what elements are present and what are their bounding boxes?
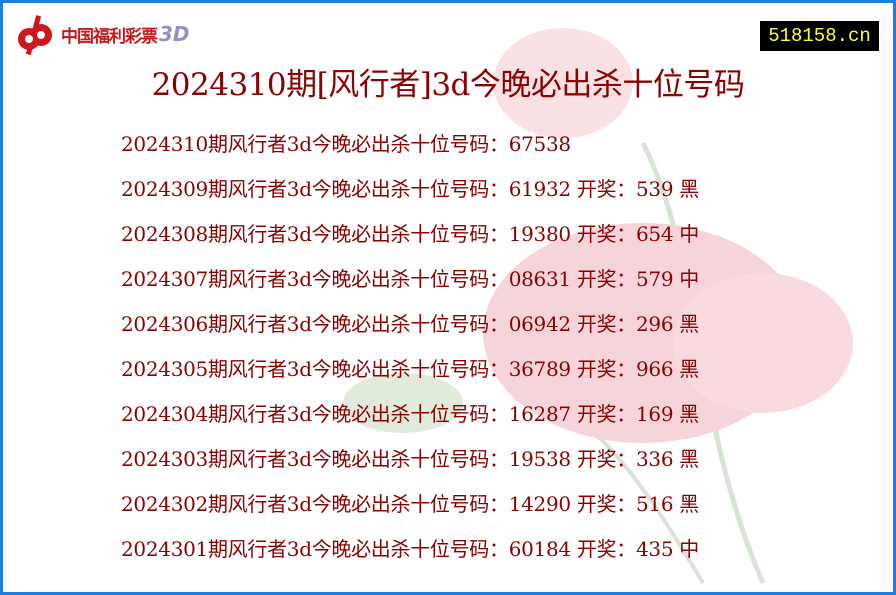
page-title: 2024310期[风行者]3d今晚必出杀十位号码 — [151, 67, 745, 103]
list-item: 2024302期风行者3d今晚必出杀十位号码：14290 开奖：516 黑 — [121, 492, 700, 516]
list-item: 2024303期风行者3d今晚必出杀十位号码：19538 开奖：336 黑 — [121, 447, 700, 471]
list-item: 2024304期风行者3d今晚必出杀十位号码：16287 开奖：169 黑 — [121, 402, 700, 426]
logo-text: 中国福利彩票 — [61, 26, 158, 47]
list-item: 2024308期风行者3d今晚必出杀十位号码：19380 开奖：654 中 — [121, 222, 700, 246]
site-badge[interactable]: 518158.cn — [760, 21, 879, 51]
list-item: 2024301期风行者3d今晚必出杀十位号码：60184 开奖：435 中 — [121, 537, 700, 561]
list-item: 2024309期风行者3d今晚必出杀十位号码：61932 开奖：539 黑 — [121, 177, 700, 201]
list-item: 2024305期风行者3d今晚必出杀十位号码：36789 开奖：966 黑 — [121, 357, 700, 381]
welfare-lottery-logo: 中国福利彩票 3D — [11, 11, 190, 57]
welfare-lottery-logo-icon — [18, 15, 52, 56]
list-item: 2024306期风行者3d今晚必出杀十位号码：06942 开奖：296 黑 — [121, 312, 700, 336]
logo-3d-text: 3D — [159, 22, 190, 46]
prediction-list: 2024310期风行者3d今晚必出杀十位号码：67538 2024309期风行者… — [121, 129, 699, 579]
list-item: 2024307期风行者3d今晚必出杀十位号码：08631 开奖：579 中 — [121, 267, 700, 291]
carnation-background-image — [343, 28, 853, 585]
list-item: 2024310期风行者3d今晚必出杀十位号码：67538 — [121, 132, 571, 156]
